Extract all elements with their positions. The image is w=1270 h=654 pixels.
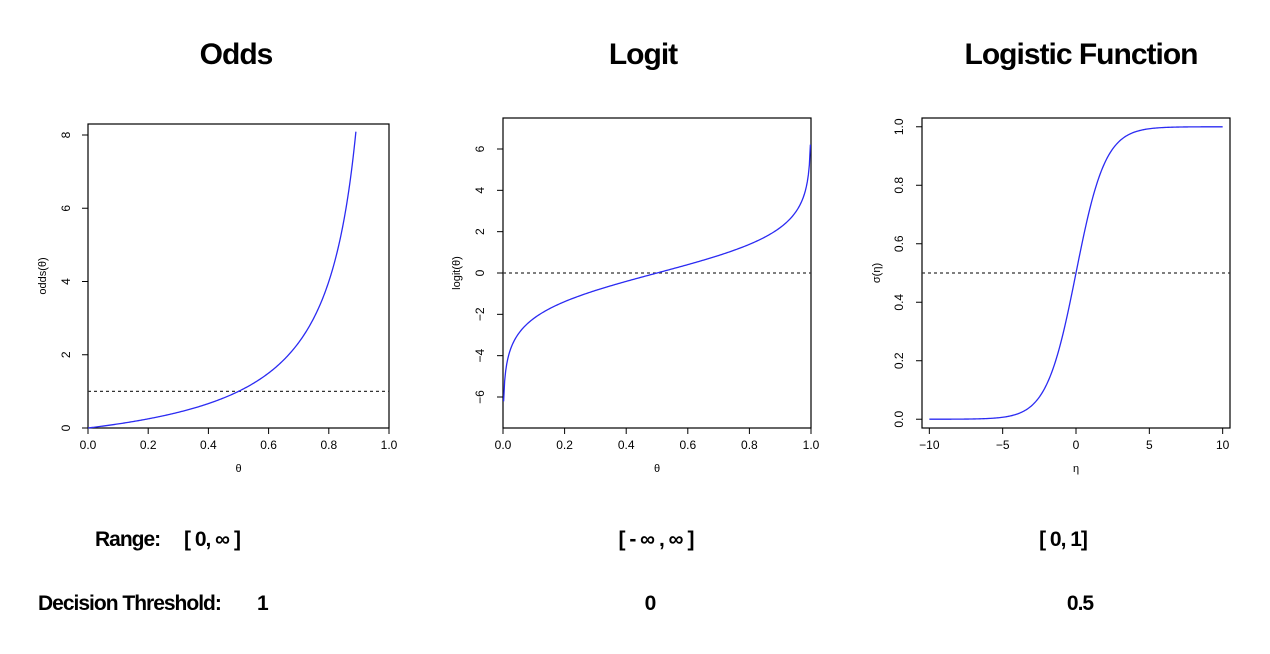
logistic-y-tick-label: 0.0 <box>892 411 906 428</box>
logit-y-tick-label: −2 <box>473 307 487 321</box>
logit-y-axis-label: logit(θ) <box>451 256 463 290</box>
range-logistic-value: [ 0, 1] <box>1039 528 1088 551</box>
odds-title: Odds <box>199 38 274 71</box>
odds-x-tick-label: 0.8 <box>320 438 337 452</box>
threshold-logit-value: 0 <box>644 592 657 615</box>
logistic-x-tick-label: 0 <box>1073 438 1080 452</box>
odds-curve <box>87 131 357 429</box>
logit-y-tick-label: −6 <box>473 390 487 404</box>
logistic-x-axis-label: η <box>1073 463 1079 475</box>
range-odds-value: [ 0, ∞ ] <box>184 528 241 551</box>
range-logit-value: [ - ∞ , ∞ ] <box>618 528 695 551</box>
odds-x-tick-label: 0.0 <box>80 438 97 452</box>
logistic-y-tick-label: 0.6 <box>892 235 906 252</box>
odds-x-tick-label: 0.4 <box>200 438 217 452</box>
logit-x-tick-label: 0.2 <box>556 438 573 452</box>
logistic-title: Logistic Function <box>964 38 1199 71</box>
odds-y-tick-label: 6 <box>59 205 73 212</box>
logistic-x-tick-label: 10 <box>1216 438 1230 452</box>
threshold-label: Decision Threshold: <box>38 592 222 615</box>
odds-x-tick-label: 0.6 <box>260 438 277 452</box>
logit-y-tick-label: −4 <box>473 349 487 363</box>
logit-x-tick-label: 0.8 <box>741 438 758 452</box>
logit-y-tick-label: 4 <box>473 187 487 194</box>
logistic-x-tick-label: 5 <box>1146 438 1153 452</box>
odds-x-axis-label: θ <box>235 463 241 475</box>
logistic-y-tick-label: 0.4 <box>892 294 906 311</box>
logit-x-tick-label: 0.0 <box>495 438 512 452</box>
logit-x-axis-label: θ <box>654 463 660 475</box>
logit-x-tick-label: 1.0 <box>803 438 820 452</box>
logistic-y-tick-label: 0.8 <box>892 177 906 194</box>
logistic-x-tick-label: −5 <box>996 438 1010 452</box>
logistic-y-tick-label: 1.0 <box>892 118 906 135</box>
odds-x-tick-label: 0.2 <box>140 438 157 452</box>
charts-canvas: 0.0 0.2 0.4 0.6 0.8 1.0 0 2 4 6 8 θ odds(θ) 0.0 0.2 0.4… <box>37 117 1231 475</box>
logit-y-tick-label: 0 <box>473 269 487 276</box>
logistic-y-axis-label: σ(η) <box>871 263 883 283</box>
threshold-odds-value: 1 <box>257 592 269 615</box>
logit-y-tick-label: 6 <box>473 145 487 152</box>
odds-y-axis-label: odds(θ) <box>37 257 49 294</box>
logistic-y-tick-label: 0.2 <box>892 352 906 369</box>
logit-curve <box>502 144 812 402</box>
range-label: Range: <box>95 528 161 551</box>
odds-y-tick-label: 2 <box>59 351 73 358</box>
odds-x-tick-label: 1.0 <box>381 438 398 452</box>
threshold-logistic-value: 0.5 <box>1066 592 1094 615</box>
logit-title: Logit <box>608 38 678 71</box>
odds-y-tick-label: 0 <box>59 424 73 431</box>
odds-y-tick-label: 4 <box>59 278 73 285</box>
odds-y-tick-label: 8 <box>59 131 73 138</box>
logit-x-tick-label: 0.4 <box>618 438 635 452</box>
logistic-curve <box>929 126 1223 420</box>
logistic-x-tick-label: −10 <box>919 438 940 452</box>
odds-plot-frame <box>87 123 390 429</box>
logit-x-tick-label: 0.6 <box>679 438 696 452</box>
logit-y-tick-label: 2 <box>473 228 487 235</box>
